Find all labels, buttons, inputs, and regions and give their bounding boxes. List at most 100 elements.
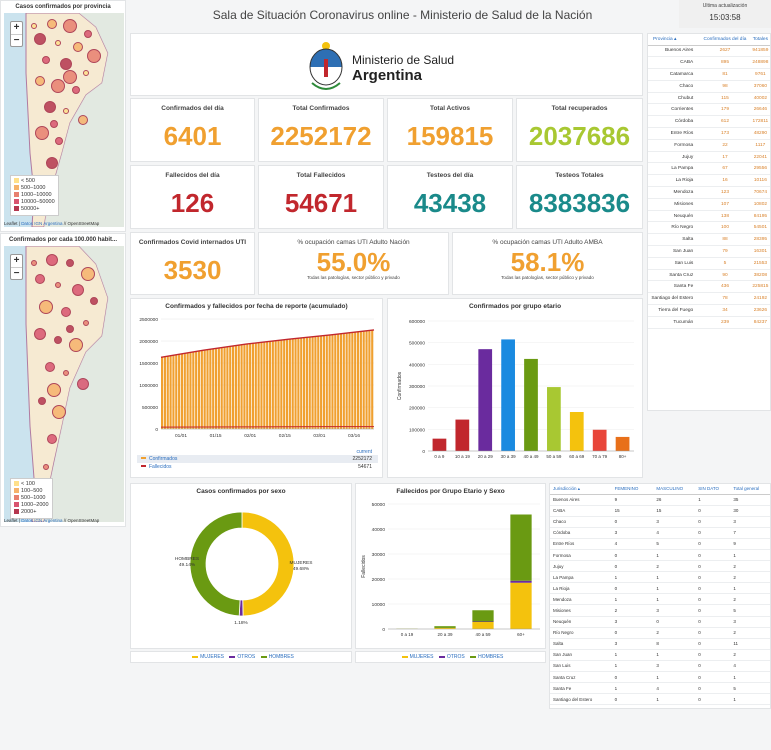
province-row[interactable]: Salta 88 28395 xyxy=(648,233,770,247)
province-row[interactable]: Tierra del Fuego 34 23626 xyxy=(648,304,770,317)
confirmed-bar[interactable] xyxy=(260,342,263,429)
deaths-bar-segment[interactable] xyxy=(510,580,532,583)
confirmed-bar[interactable] xyxy=(285,339,289,429)
attribution-link[interactable]: Datos IGN Argentina xyxy=(21,221,63,226)
map-marker[interactable] xyxy=(84,30,92,39)
legend-otros[interactable]: OTROS xyxy=(446,654,465,660)
province-row[interactable]: San Juan 79 16301 xyxy=(648,245,770,258)
confirmed-bar[interactable] xyxy=(283,339,286,429)
confirmed-bar[interactable] xyxy=(362,330,365,429)
deaths-bar-segment[interactable] xyxy=(472,621,494,623)
confirmed-bar[interactable] xyxy=(163,356,166,429)
map-marker[interactable] xyxy=(63,108,70,115)
deaths-row[interactable]: San Luis 1 3 0 4 xyxy=(550,660,770,673)
province-row[interactable]: Tucumán 239 84237 xyxy=(648,316,770,329)
confirmed-bar[interactable] xyxy=(337,333,340,429)
confirmed-bar[interactable] xyxy=(371,329,374,429)
deaths-bar-segment[interactable] xyxy=(434,626,456,628)
map-marker[interactable] xyxy=(51,78,65,93)
province-row[interactable]: Chubut 115 40002 xyxy=(648,92,770,105)
sex-slice[interactable] xyxy=(241,511,295,617)
map-marker[interactable] xyxy=(72,284,85,297)
age-bar[interactable] xyxy=(432,438,447,451)
map-marker[interactable] xyxy=(55,137,64,146)
confirmed-bar[interactable] xyxy=(303,337,306,429)
zoom-in-button[interactable]: + xyxy=(13,22,20,33)
zoom-in-button[interactable]: + xyxy=(13,255,20,266)
confirmed-bar[interactable] xyxy=(257,342,260,429)
legend-hombres[interactable]: HOMBRES xyxy=(268,654,294,660)
province-row[interactable]: Jujuy 17 22041 xyxy=(648,151,770,164)
map-marker[interactable] xyxy=(60,58,73,71)
map-marker[interactable] xyxy=(47,434,57,445)
map-marker[interactable] xyxy=(54,335,62,344)
map-marker[interactable] xyxy=(47,18,57,29)
map-marker[interactable] xyxy=(55,281,61,288)
age-bar[interactable] xyxy=(478,349,493,451)
deaths-row[interactable]: Chaco 0 3 0 3 xyxy=(550,516,770,528)
map-marker[interactable] xyxy=(34,328,46,341)
confirmed-bar[interactable] xyxy=(356,331,360,429)
confirmed-bar[interactable] xyxy=(365,330,368,429)
col-masculino[interactable]: MASCULINO xyxy=(653,484,696,495)
province-row[interactable]: Santiago del Estero 78 24192 xyxy=(648,292,770,306)
confirmed-bar[interactable] xyxy=(217,348,220,429)
deaths-row[interactable]: Jujuy 0 2 0 2 xyxy=(550,560,770,573)
map-rate[interactable]: + − < 100 100–500 500–1000 1000–2000 200… xyxy=(4,246,124,522)
map-marker[interactable] xyxy=(35,125,50,140)
confirmed-bar[interactable] xyxy=(249,343,252,429)
map-marker[interactable] xyxy=(44,362,55,373)
map-marker[interactable] xyxy=(82,320,89,327)
confirmed-bar[interactable] xyxy=(200,350,203,429)
map-marker[interactable] xyxy=(38,396,47,405)
map-marker[interactable] xyxy=(63,369,70,376)
province-row[interactable]: La Pampa 67 29556 xyxy=(648,162,770,176)
map-marker[interactable] xyxy=(82,69,89,76)
confirmed-bar[interactable] xyxy=(320,335,323,429)
province-row[interactable]: Río Negro 100 54501 xyxy=(648,221,770,235)
deaths-row[interactable]: CABA 15 15 0 30 xyxy=(550,505,770,517)
confirmed-bar[interactable] xyxy=(220,347,223,429)
deaths-row[interactable]: Mendoza 1 1 0 2 xyxy=(550,593,770,606)
col-totales[interactable]: Totales xyxy=(750,34,770,46)
confirmed-bar[interactable] xyxy=(232,345,235,429)
deaths-row[interactable]: Misiones 2 3 0 5 xyxy=(550,604,770,617)
deaths-bar-segment[interactable] xyxy=(434,628,456,629)
confirmed-bar[interactable] xyxy=(345,332,348,429)
map-marker[interactable] xyxy=(52,404,67,419)
deaths-row[interactable]: Entre Ríos 4 5 0 9 xyxy=(550,538,770,550)
confirmed-line[interactable] xyxy=(160,329,375,358)
age-bar[interactable] xyxy=(547,387,561,451)
map-marker[interactable] xyxy=(34,32,46,45)
confirmed-bar[interactable] xyxy=(294,338,297,429)
zoom-out-button[interactable]: − xyxy=(11,267,22,279)
province-row[interactable]: Formosa 22 1117 xyxy=(648,139,770,152)
province-row[interactable]: Neuquén 138 84195 xyxy=(648,210,770,223)
col-provincia[interactable]: Provincia ▴ xyxy=(648,34,700,46)
confirmed-bar[interactable] xyxy=(234,345,237,429)
confirmed-bar[interactable] xyxy=(209,349,212,429)
confirmed-bar[interactable] xyxy=(229,346,232,429)
map-marker[interactable] xyxy=(46,156,58,169)
map-marker[interactable] xyxy=(61,307,72,318)
map-marker[interactable] xyxy=(72,86,80,95)
col-sin-dato[interactable]: SIN DATO xyxy=(695,484,731,495)
confirmed-bar[interactable] xyxy=(189,352,192,429)
confirmed-bar[interactable] xyxy=(246,343,249,429)
map-marker[interactable] xyxy=(66,258,74,267)
confirmed-bar[interactable] xyxy=(325,335,328,429)
legend-otros[interactable]: OTROS xyxy=(237,654,256,660)
confirmed-bar[interactable] xyxy=(274,340,277,429)
legend-mujeres[interactable]: MUJERES xyxy=(409,654,434,660)
map-marker[interactable] xyxy=(63,18,77,33)
confirmed-bar[interactable] xyxy=(206,349,209,429)
deaths-row[interactable]: Buenos Aires 9 26 1 35 xyxy=(550,494,770,506)
deaths-row[interactable]: Salta 3 8 0 11 xyxy=(550,638,770,650)
confirmed-bar[interactable] xyxy=(266,341,269,429)
deaths-bar-segment[interactable] xyxy=(472,622,494,629)
confirmed-bar[interactable] xyxy=(271,341,274,429)
col-femenino[interactable]: FEMENINO xyxy=(611,484,654,495)
confirmed-bar[interactable] xyxy=(342,333,345,429)
confirmed-bar[interactable] xyxy=(226,346,229,429)
map-marker[interactable] xyxy=(35,274,45,285)
